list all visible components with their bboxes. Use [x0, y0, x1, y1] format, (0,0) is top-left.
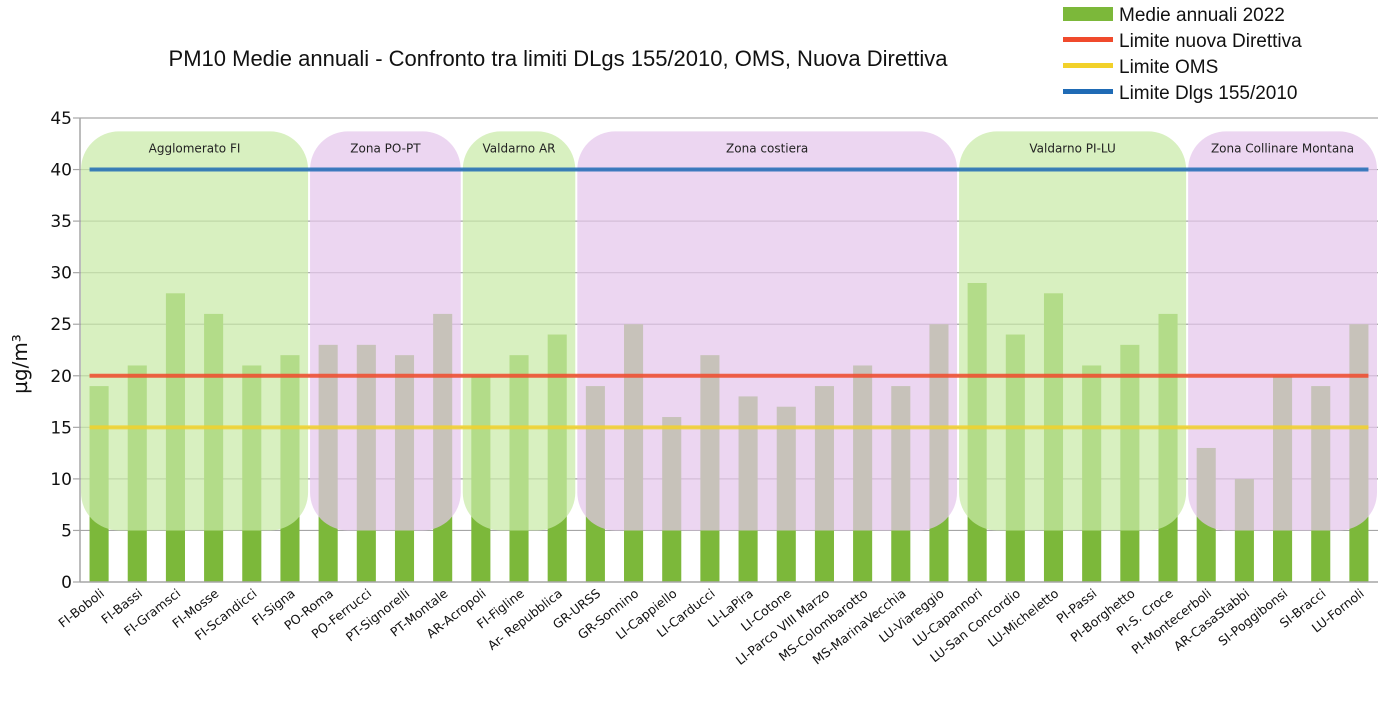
zone-band: [1188, 131, 1377, 531]
zone-band: [577, 131, 958, 531]
legend-item-medie: Medie annuali 2022: [1063, 5, 1285, 26]
y-tick-label: 5: [61, 521, 72, 541]
y-tick-label: 45: [50, 109, 72, 129]
y-tick-label: 15: [50, 418, 72, 438]
zone-band: [81, 131, 309, 531]
legend-item-nuova-direttiva: Limite nuova Direttiva: [1063, 31, 1302, 52]
legend-swatch-line: [1063, 63, 1113, 68]
zone-band: [310, 131, 461, 531]
legend-item-oms: Limite OMS: [1063, 57, 1218, 78]
zone-band: [462, 131, 576, 531]
zone-label: Zona PO-PT: [350, 141, 421, 155]
legend-label: Limite nuova Direttiva: [1119, 31, 1302, 52]
legend-label: Medie annuali 2022: [1119, 5, 1285, 26]
y-tick-label: 25: [50, 315, 72, 335]
legend-swatch-bar: [1063, 7, 1113, 21]
zone-label: Agglomerato FI: [149, 141, 241, 155]
y-axis-label: µg/m³: [8, 334, 32, 394]
legend-swatch-line: [1063, 89, 1113, 94]
y-tick-label: 40: [50, 161, 72, 181]
zone-label: Valdarno PI-LU: [1029, 141, 1115, 155]
legend: Medie annuali 2022 Limite nuova Direttiv…: [1063, 5, 1302, 104]
zone-label: Zona Collinare Montana: [1211, 141, 1354, 155]
y-tick-label: 30: [50, 264, 72, 284]
y-tick-label: 20: [50, 367, 72, 387]
legend-item-dlgs: Limite Dlgs 155/2010: [1063, 83, 1298, 104]
y-tick-label: 35: [50, 212, 72, 232]
zone-band: [959, 131, 1187, 531]
plot-area: 0 5 10 15 20 25 30 35 40 45 Agglomerato FI Zona PO-…: [50, 109, 1378, 668]
zone-label: Zona costiera: [726, 141, 808, 155]
legend-label: Limite Dlgs 155/2010: [1119, 83, 1298, 104]
chart-title: PM10 Medie annuali - Confronto tra limit…: [169, 46, 949, 71]
y-tick-label: 0: [61, 573, 72, 593]
legend-label: Limite OMS: [1119, 57, 1218, 78]
legend-swatch-line: [1063, 37, 1113, 42]
y-tick-label: 10: [50, 470, 72, 490]
zone-label: Valdarno AR: [483, 141, 556, 155]
